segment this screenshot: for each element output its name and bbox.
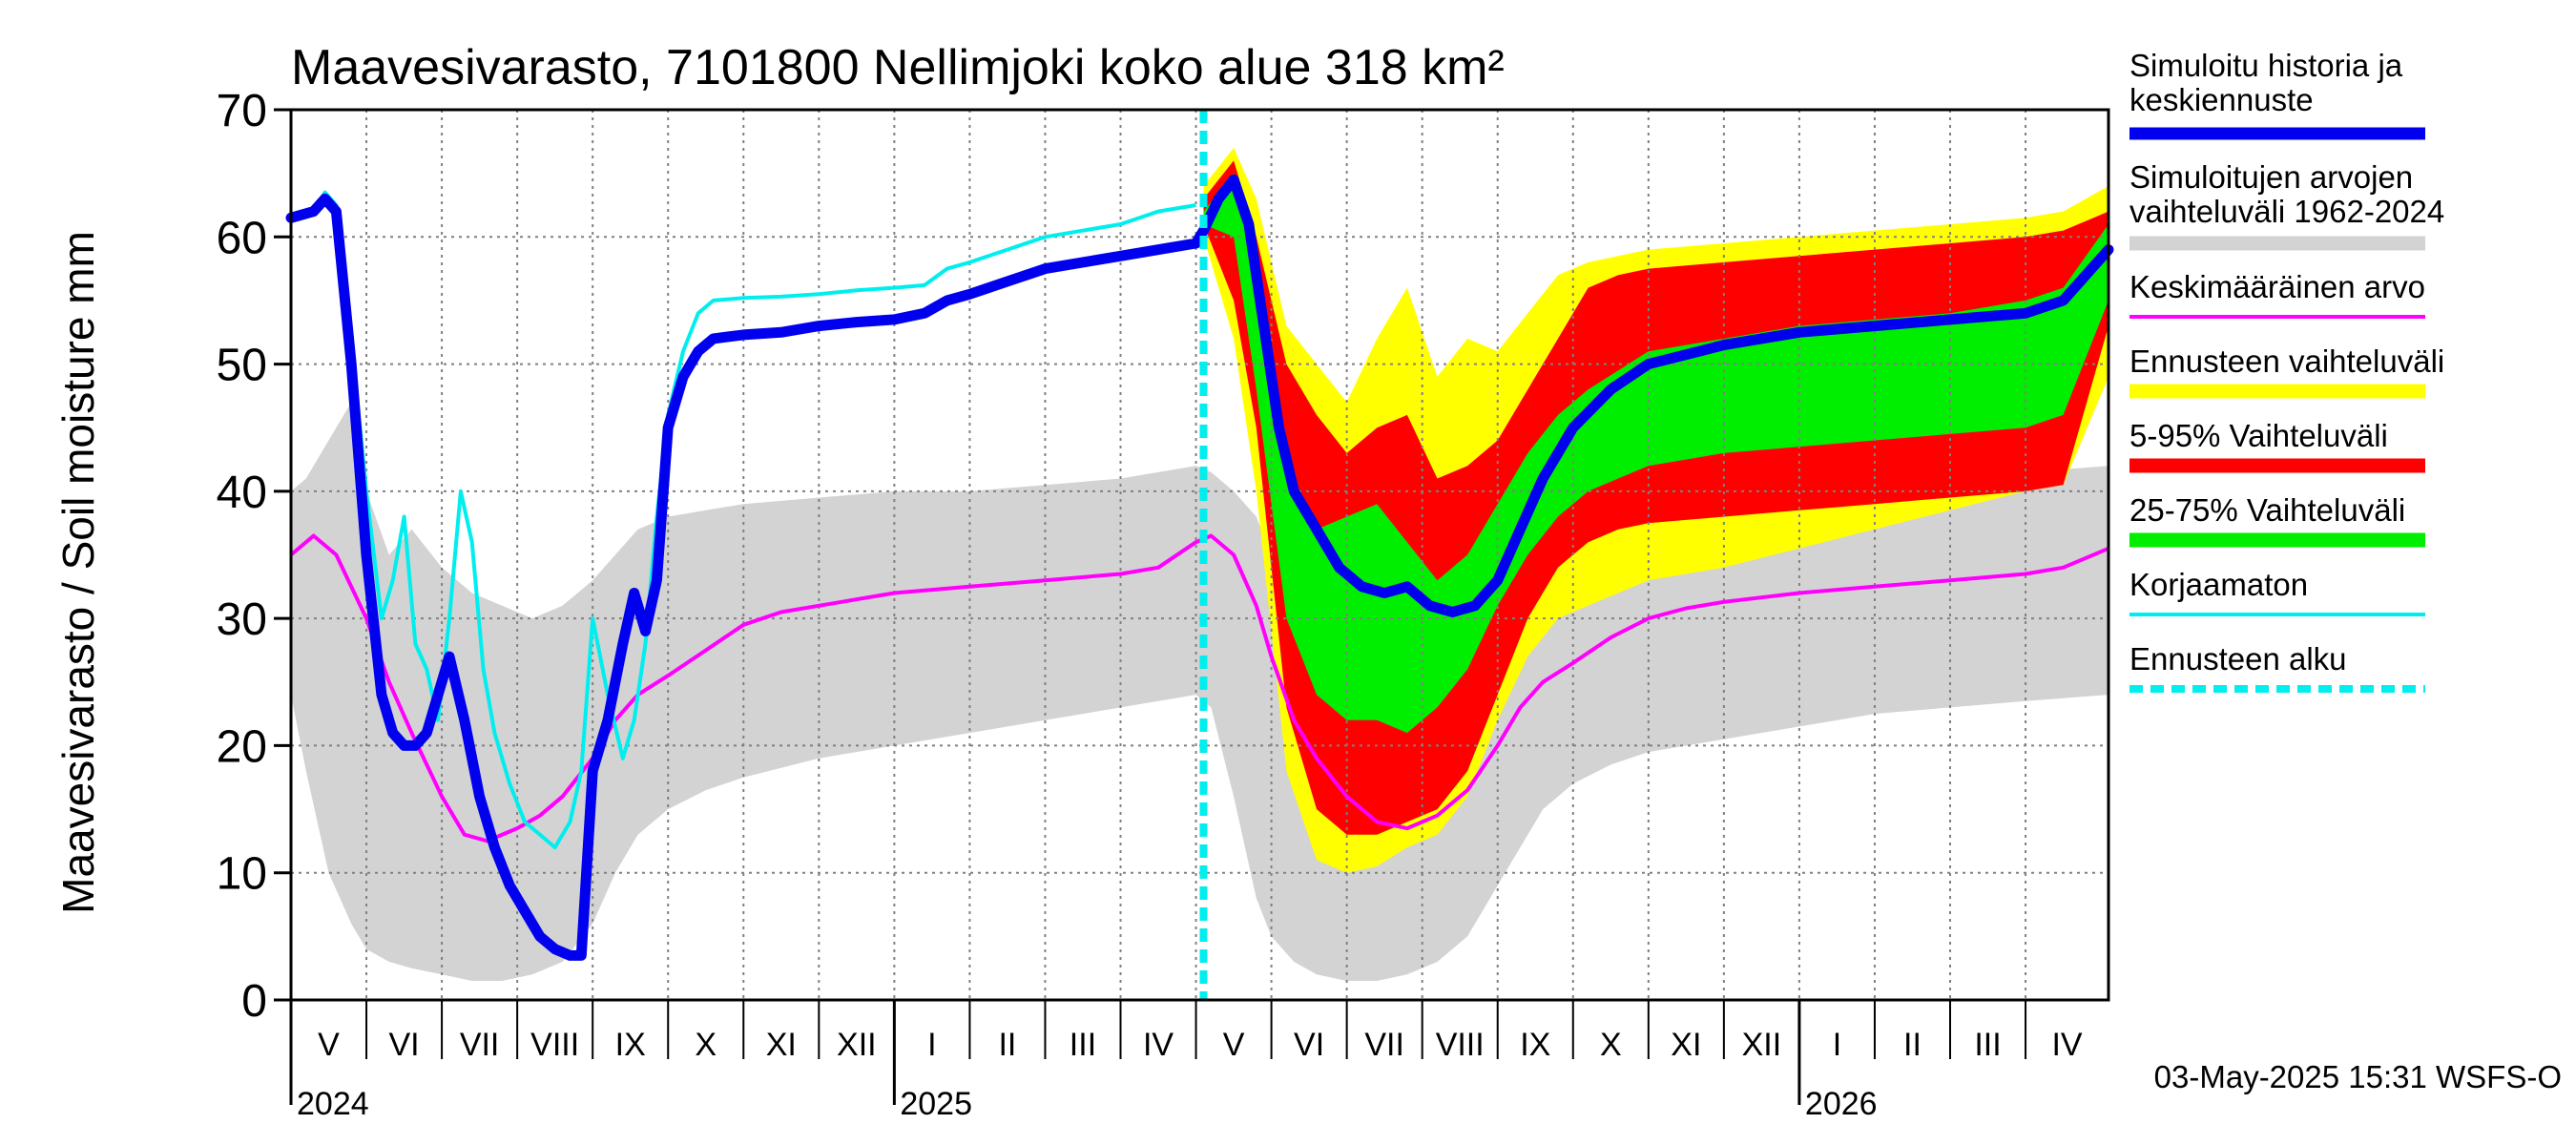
x-month-label: I (1833, 1027, 1841, 1063)
y-tick-label: 30 (217, 594, 267, 645)
uncorrected-line (290, 190, 1196, 850)
legend-item: Keskimääräinen arvo (2129, 269, 2425, 319)
legend-label: Ennusteen vaihteluväli (2129, 344, 2444, 379)
plot-frame (289, 108, 2110, 1002)
x-month-label: V (318, 1027, 340, 1063)
x-month-label: VIII (1436, 1027, 1485, 1063)
legend-label: Simuloitujen arvojen (2129, 159, 2413, 195)
x-month-label: VII (460, 1027, 500, 1063)
y-tick-label: 50 (217, 341, 267, 391)
y-tick-label: 60 (217, 213, 267, 263)
legend-label: Korjaamaton (2129, 567, 2308, 602)
x-month-label: VI (1294, 1027, 1324, 1063)
y-tick-label: 10 (217, 849, 267, 900)
y-tick-label: 20 (217, 721, 267, 772)
lines-layer (285, 110, 2114, 1000)
x-month-label: III (1070, 1027, 1096, 1063)
x-month-label: XI (766, 1027, 797, 1063)
y-tick-label: 40 (217, 468, 267, 518)
legend-item: 5-95% Vaihteluväli (2129, 418, 2425, 473)
x-month-label: I (927, 1027, 936, 1063)
legend-item: Ennusteen vaihteluväli (2129, 344, 2444, 399)
x-year-label: 2025 (900, 1086, 972, 1122)
x-month-label: IX (615, 1027, 646, 1063)
x-month-label: II (998, 1027, 1016, 1063)
mean-line (289, 533, 2109, 843)
x-month-label: V (1223, 1027, 1245, 1063)
x-month-label: VII (1364, 1027, 1404, 1063)
legend-label-cont: vaihteluväli 1962-2024 (2129, 194, 2444, 229)
y-tick-label: 70 (217, 86, 267, 136)
x-month-label: VIII (530, 1027, 579, 1063)
x-month-label: X (695, 1027, 717, 1063)
legend-label-cont: keskiennuste (2129, 82, 2314, 117)
legend: Simuloitu historia jakeskiennusteSimuloi… (2129, 48, 2444, 693)
chart-title: Maavesivarasto, 7101800 Nellimjoki koko … (291, 40, 1505, 95)
legend-label: Ennusteen alku (2129, 641, 2347, 677)
x-month-label: VI (389, 1027, 420, 1063)
x-year-label: 2024 (297, 1086, 369, 1122)
legend-item: Ennusteen alku (2129, 641, 2425, 693)
legend-item: Korjaamaton (2129, 567, 2425, 616)
timestamp: 03-May-2025 15:31 WSFS-O (2154, 1059, 2562, 1094)
x-month-label: IX (1520, 1027, 1550, 1063)
legend-item: 25-75% Vaihteluväli (2129, 492, 2425, 548)
simulated-main-line (285, 174, 2114, 961)
x-month-label: XII (1742, 1027, 1782, 1063)
legend-label: 5-95% Vaihteluväli (2129, 418, 2388, 453)
legend-label: Keskimääräinen arvo (2129, 269, 2425, 304)
y-axis-label: Maavesivarasto / Soil moisture mm (53, 231, 103, 914)
legend-label: 25-75% Vaihteluväli (2129, 492, 2405, 528)
x-month-label: III (1974, 1027, 2001, 1063)
legend-label: Simuloitu historia ja (2129, 48, 2403, 83)
x-month-label: IV (1143, 1027, 1174, 1063)
x-month-label: XI (1671, 1027, 1701, 1063)
x-month-label: XII (837, 1027, 877, 1063)
x-year-label: 2026 (1805, 1086, 1878, 1122)
y-tick-label: 0 (241, 976, 267, 1027)
x-month-label: IV (2051, 1027, 2082, 1063)
p25-75-band (1203, 173, 2109, 734)
x-month-label: II (1903, 1027, 1922, 1063)
x-month-label: X (1600, 1027, 1622, 1063)
